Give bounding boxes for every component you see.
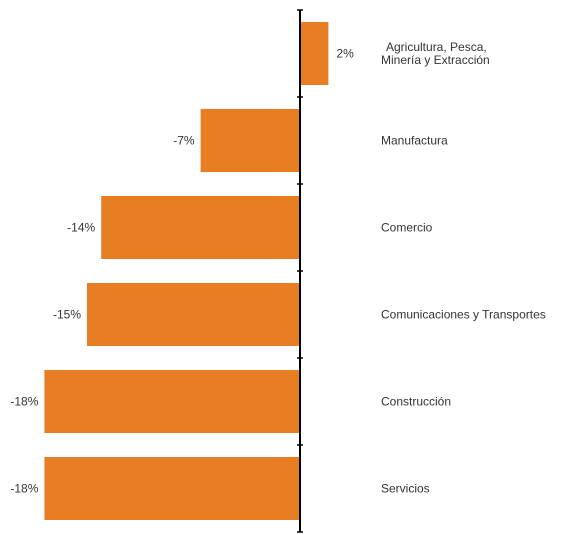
bar-0 [300,22,329,85]
bar-5 [44,457,301,520]
value-label-2: -14% [67,221,95,235]
category-label-2: Comercio [381,221,433,235]
bar-3 [87,283,300,346]
category-label-3: Comunicaciones y Transportes [381,308,546,322]
category-label-1: Manufactura [381,134,448,148]
value-label-4: -18% [10,395,38,409]
value-label-0: 2% [336,47,354,61]
category-label-0: Agricultura, Pesca, Minería y Extracción [381,40,490,67]
value-label-1: -7% [173,134,195,148]
bar-1 [200,109,300,172]
category-label-4: Construcción [381,395,451,409]
bar-4 [44,370,301,433]
bar-2 [101,196,300,259]
labels-layer: 2% Agricultura, Pesca, Minería y Extracció… [10,40,545,496]
axis-layer [297,9,303,533]
category-label-5: Servicios [381,482,430,496]
value-label-3: -15% [53,308,81,322]
value-label-5: -18% [10,482,38,496]
bars-layer [44,22,329,520]
